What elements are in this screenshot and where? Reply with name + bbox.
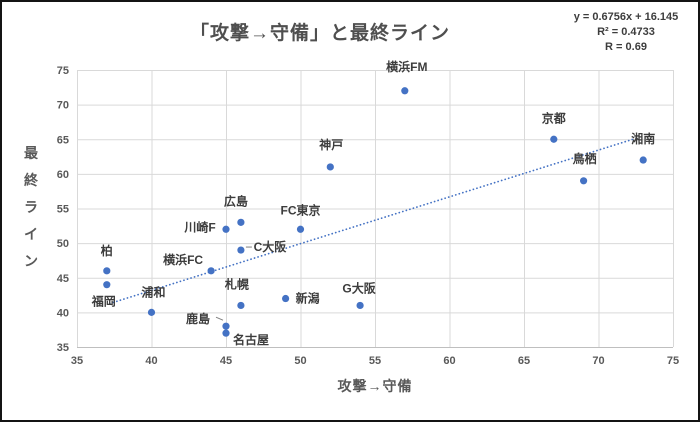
y-axis-title-char: ラ <box>24 199 38 215</box>
y-axis-title: 最 終 ラ イ ン <box>19 140 43 275</box>
y-tick-label: 55 <box>57 204 69 216</box>
data-point[interactable] <box>296 225 305 233</box>
data-point-label: 広島 <box>224 193 248 208</box>
x-tick-label: 40 <box>145 355 157 367</box>
y-axis-title-char: イ <box>24 226 38 242</box>
data-point-label: 鹿島 <box>186 311 210 326</box>
data-point-label: 京都 <box>542 110 566 125</box>
data-point-label: 名古屋 <box>233 332 269 347</box>
x-tick-label: 70 <box>592 355 604 367</box>
y-tick-label: 40 <box>57 307 69 319</box>
x-tick-label: 55 <box>369 355 381 367</box>
data-point[interactable] <box>550 135 558 143</box>
data-point[interactable] <box>326 163 334 171</box>
data-point[interactable] <box>356 301 364 310</box>
y-axis-title-char: 終 <box>24 172 38 188</box>
trendline[interactable] <box>108 137 636 305</box>
data-point[interactable] <box>639 156 647 164</box>
data-point-label: 浦和 <box>141 284 165 299</box>
label-leader-line <box>215 316 224 321</box>
x-tick-label: 50 <box>294 355 306 367</box>
r-squared-line: R² = 0.4733 <box>597 26 655 38</box>
data-point-label: 柏 <box>101 243 113 258</box>
data-point-label: 新潟 <box>296 291 320 306</box>
data-point-label: 鳥栖 <box>573 151 597 166</box>
data-point[interactable] <box>222 322 230 330</box>
data-point-label: 神戸 <box>319 137 343 152</box>
data-point-label: 川崎F <box>183 219 215 234</box>
chart-title: 「攻撃→守備」と最終ライン <box>189 23 450 44</box>
y-tick-label: 50 <box>57 238 69 250</box>
data-point[interactable] <box>147 308 156 316</box>
trendline-equation-block: y = 0.6756x + 16.145 R² = 0.4733 R = 0.6… <box>551 10 698 55</box>
r-line: R = 0.69 <box>605 41 647 53</box>
data-point[interactable] <box>237 246 245 254</box>
y-axis-title-char: 最 <box>24 145 38 161</box>
x-tick-label: 45 <box>220 355 232 367</box>
data-point[interactable] <box>103 267 111 275</box>
data-point-label: 福岡 <box>91 294 116 309</box>
data-point[interactable] <box>222 329 230 337</box>
data-point[interactable] <box>282 294 290 303</box>
y-axis-title-char: ン <box>24 253 38 269</box>
x-tick-label: 65 <box>518 355 530 367</box>
y-tick-label: 60 <box>57 169 69 181</box>
data-point[interactable] <box>580 177 588 185</box>
y-tick-label: 45 <box>57 273 69 285</box>
x-tick-label: 60 <box>443 355 455 367</box>
data-point-label: C大阪 <box>254 239 288 254</box>
data-point-label: 横浜FC <box>163 252 203 267</box>
x-tick-label: 35 <box>71 355 83 367</box>
x-tick-label: 75 <box>667 355 679 367</box>
y-tick-label: 75 <box>57 65 69 77</box>
data-point[interactable] <box>207 267 215 275</box>
data-point-label: FC東京 <box>281 202 321 217</box>
data-point[interactable] <box>237 301 245 310</box>
data-point[interactable] <box>401 87 409 95</box>
y-tick-label: 70 <box>57 100 69 112</box>
y-tick-label: 35 <box>57 342 69 354</box>
data-point-label: 湘南 <box>631 131 655 146</box>
data-point-label: G大阪 <box>342 280 376 295</box>
equation-line: y = 0.6756x + 16.145 <box>573 11 679 23</box>
x-axis-title: 攻撃→守備 <box>337 378 413 394</box>
data-point[interactable] <box>222 225 230 233</box>
y-tick-label: 65 <box>57 134 69 146</box>
data-point[interactable] <box>103 281 111 289</box>
data-point-label: 横浜FM <box>386 59 427 74</box>
data-point[interactable] <box>237 218 245 226</box>
data-point-label: 札幌 <box>224 276 249 291</box>
